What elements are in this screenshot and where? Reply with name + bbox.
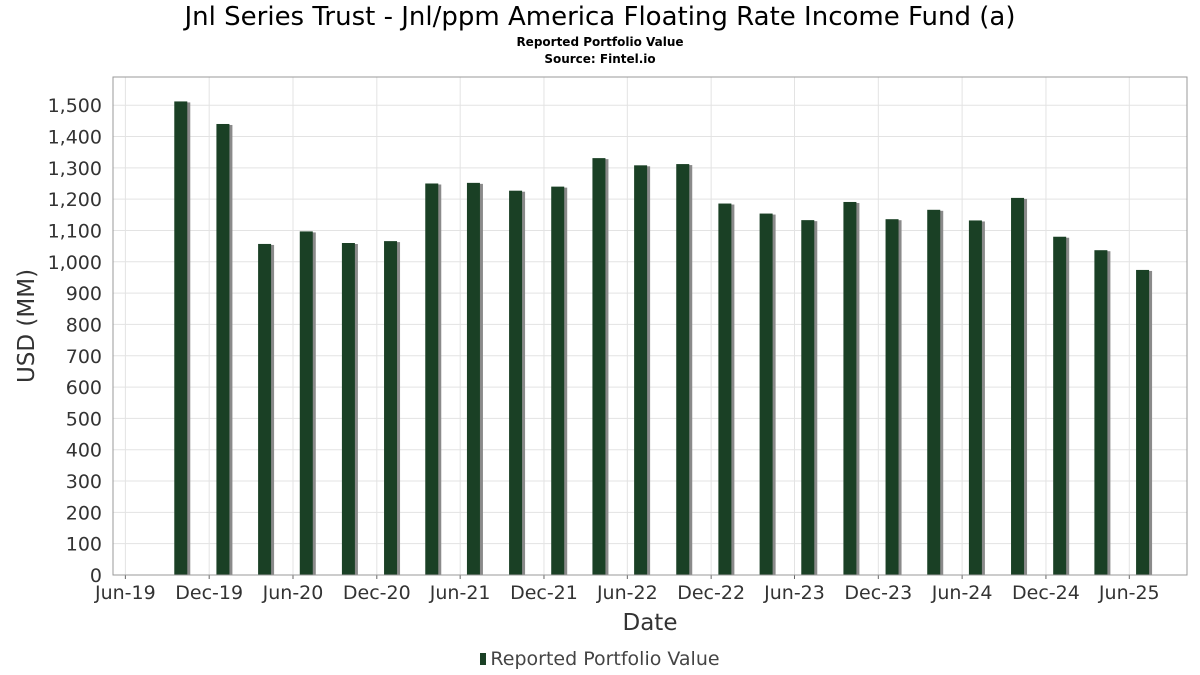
- y-tick-label: 1,300: [48, 158, 102, 180]
- bar: [299, 231, 313, 575]
- x-tick-label: Jun-23: [763, 582, 825, 604]
- bar: [759, 213, 773, 576]
- bar: [425, 183, 439, 575]
- bar: [466, 182, 480, 576]
- bar: [676, 164, 690, 575]
- legend-swatch: [480, 653, 487, 665]
- chart-title: Jnl Series Trust - Jnl/ppm America Float…: [184, 2, 1016, 32]
- bar: [258, 243, 272, 575]
- bar: [927, 209, 941, 576]
- x-tick-label: Dec-21: [510, 582, 578, 604]
- x-tick-label: Dec-20: [343, 582, 411, 604]
- y-tick-label: 500: [66, 408, 102, 430]
- x-tick-label: Jun-24: [931, 582, 993, 604]
- chart-subtitle: Reported Portfolio Value: [516, 35, 684, 49]
- bar: [801, 220, 815, 575]
- x-tick-label: Jun-22: [596, 582, 658, 604]
- y-axis-title: USD (MM): [14, 269, 40, 383]
- y-tick-label: 1,100: [48, 220, 102, 242]
- y-tick-label: 900: [66, 283, 102, 305]
- y-tick-label: 100: [66, 534, 102, 556]
- y-tick-label: 800: [66, 314, 102, 336]
- x-tick-label: Dec-24: [1012, 582, 1080, 604]
- bar: [885, 219, 899, 575]
- y-tick-label: 200: [66, 502, 102, 524]
- x-tick-label: Jun-20: [262, 582, 324, 604]
- y-tick-label: 0: [90, 565, 102, 587]
- y-tick-label: 1,400: [48, 127, 102, 149]
- bar: [843, 201, 857, 575]
- y-tick-label: 600: [66, 377, 102, 399]
- y-tick-label: 300: [66, 471, 102, 493]
- bar: [1094, 250, 1108, 575]
- x-tick-label: Jun-21: [429, 582, 491, 604]
- bar: [592, 158, 606, 575]
- y-tick-label: 1,200: [48, 189, 102, 211]
- legend: Reported Portfolio Value: [0, 648, 1200, 670]
- bar: [216, 123, 230, 575]
- x-tick-label: Dec-19: [175, 582, 243, 604]
- x-axis-title: Date: [623, 610, 678, 636]
- y-tick-label: 1,000: [48, 252, 102, 274]
- x-tick-label: Dec-23: [844, 582, 912, 604]
- x-tick-label: Jun-25: [1098, 582, 1160, 604]
- bar: [551, 186, 565, 576]
- bar: [384, 241, 398, 575]
- plot-frame: [112, 76, 1188, 576]
- bar: [509, 190, 523, 575]
- y-tick-label: 700: [66, 346, 102, 368]
- y-tick-label: 1,500: [48, 95, 102, 117]
- y-tick-label: 400: [66, 440, 102, 462]
- bar: [718, 203, 732, 576]
- bar: [634, 165, 648, 575]
- chart-source: Source: Fintel.io: [544, 52, 656, 66]
- x-tick-label: Jun-19: [94, 582, 156, 604]
- bar: [968, 220, 982, 576]
- bar: [1011, 197, 1025, 575]
- bar: [1136, 269, 1150, 575]
- legend-label: Reported Portfolio Value: [490, 648, 720, 670]
- x-tick-label: Dec-22: [677, 582, 745, 604]
- bar: [174, 101, 188, 576]
- bar: [1053, 236, 1067, 576]
- bar: [341, 243, 355, 575]
